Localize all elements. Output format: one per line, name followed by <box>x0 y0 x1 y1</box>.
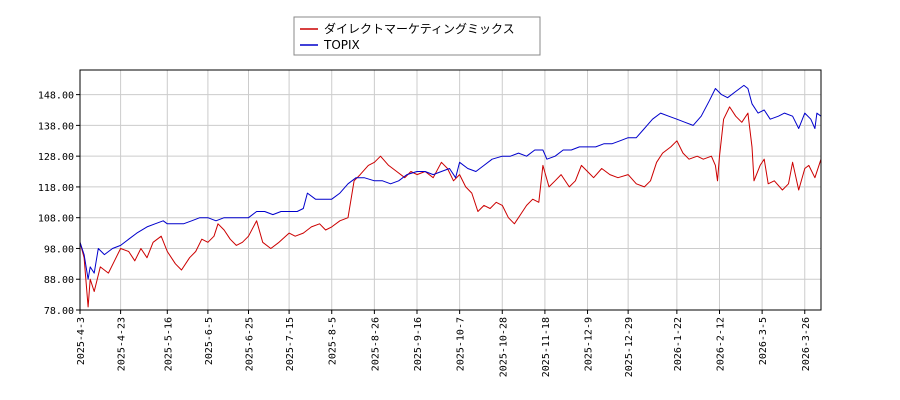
y-tick-label: 138.00 <box>38 121 74 132</box>
x-tick-label: 2025-6-25 <box>245 317 256 371</box>
x-tick-label: 2025-9-16 <box>413 317 424 371</box>
y-tick-label: 118.00 <box>38 183 74 194</box>
x-tick-label: 2026-3-5 <box>758 317 769 365</box>
x-tick-label: 2025-10-7 <box>456 317 467 371</box>
x-tick-label: 2025-8-26 <box>370 317 381 371</box>
x-tick-label: 2025-12-9 <box>584 317 595 371</box>
x-tick-label: 2025-4-23 <box>117 317 128 371</box>
y-tick-label: 128.00 <box>38 152 74 163</box>
legend: ダイレクトマーケティングミックス TOPIX <box>293 16 541 56</box>
y-tick-label: 98.00 <box>44 244 74 255</box>
x-tick-label: 2025-6-5 <box>204 317 215 365</box>
grid-lines <box>79 70 821 311</box>
y-tick-label: 108.00 <box>38 214 74 225</box>
x-tick-label: 2025-4-3 <box>76 317 87 365</box>
plot-frame <box>79 69 822 311</box>
series-lines <box>79 84 822 308</box>
x-tick-label: 2025-5-16 <box>163 317 174 371</box>
x-tick-label: 2025-8-5 <box>328 317 339 365</box>
series-line-2 <box>79 84 822 280</box>
y-tick-label: 148.00 <box>38 91 74 102</box>
y-tick-label: 78.00 <box>44 306 74 317</box>
legend-label-series-2: TOPIX <box>323 38 360 52</box>
legend-label-series-1: ダイレクトマーケティングミックス <box>324 21 515 36</box>
y-tick-label: 88.00 <box>44 275 74 286</box>
x-tick-label: 2025-11-18 <box>541 317 552 377</box>
series-line-1 <box>79 106 822 308</box>
x-tick-label: 2026-1-22 <box>673 317 684 371</box>
x-tick-label: 2026-3-26 <box>801 317 812 371</box>
x-tick-label: 2025-12-29 <box>624 317 635 377</box>
x-tick-label: 2025-7-15 <box>285 317 296 371</box>
y-axis: 78.00 88.00 98.00 108.00 118.00 128.00 138.00 1… <box>38 91 80 317</box>
legend-box <box>293 16 541 56</box>
x-axis: 2025-4-3 2025-4-23 2025-5-16 2025-6-5 2025-6… <box>76 310 812 377</box>
x-tick-label: 2025-10-28 <box>498 317 509 377</box>
x-tick-label: 2026-2-12 <box>715 317 726 371</box>
